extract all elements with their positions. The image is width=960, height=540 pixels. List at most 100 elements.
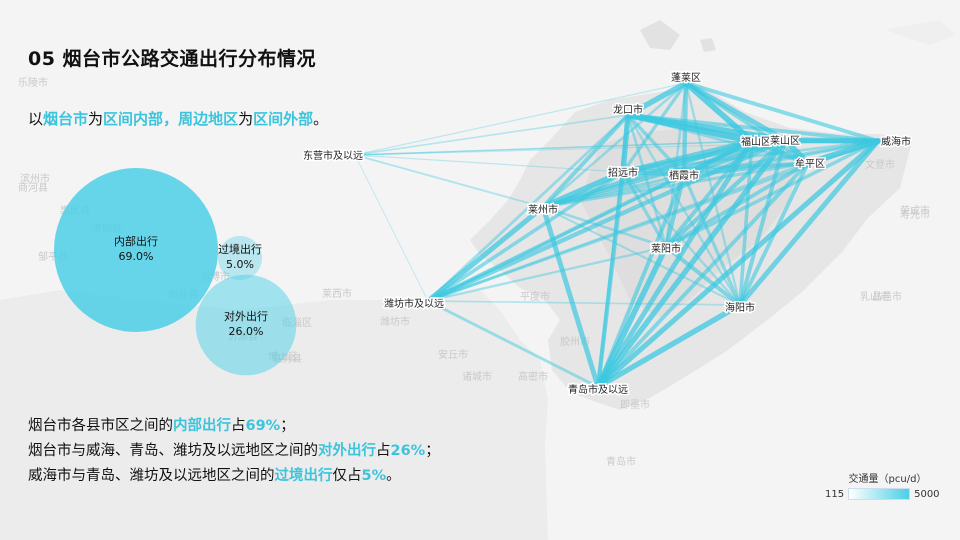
flow-line xyxy=(664,161,810,249)
flow-node-label: 招远市 xyxy=(608,166,638,179)
summary-notes: 烟台市各县市区之间的内部出行占69%； 烟台市与威海、青岛、潍坊及以远地区之间的… xyxy=(28,414,440,489)
flow-line xyxy=(621,170,742,307)
map-place-label: 商河县 xyxy=(18,181,48,194)
subtitle-highlight: 烟台市 xyxy=(43,110,89,128)
legend-scale: 115 5000 xyxy=(825,488,950,500)
bubble xyxy=(195,274,297,376)
flow-line xyxy=(620,169,687,178)
map-place-label: 安丘市 xyxy=(438,348,468,361)
subtitle-highlight: 周边地区 xyxy=(178,110,239,128)
flow-node-label-halo: 福山区 xyxy=(741,135,771,148)
note-line: 烟台市与威海、青岛、潍坊及以远地区之间的对外出行占26%； xyxy=(28,439,440,464)
flow-line xyxy=(354,154,624,173)
flow-line xyxy=(541,205,668,249)
flow-line xyxy=(682,139,880,177)
flow-line xyxy=(626,113,742,307)
flow-node-label-halo: 莱州市 xyxy=(528,203,558,216)
flow-line xyxy=(541,161,810,209)
subtitle-text: 为 xyxy=(88,110,104,128)
note-text: 仅占 xyxy=(332,468,362,484)
flow-line xyxy=(626,113,668,249)
flow-lines xyxy=(354,80,881,390)
bubble-label: 过境出行 xyxy=(218,242,262,256)
flow-node-label: 莱州市 xyxy=(528,203,558,216)
note-highlight: 过境出行 xyxy=(274,468,333,484)
flow-line xyxy=(541,205,742,307)
flow-line xyxy=(540,204,601,390)
flow-node-label-halo: 青岛市及以远 xyxy=(568,383,628,396)
flow-line xyxy=(426,113,630,303)
legend-gradient-bar xyxy=(848,488,911,500)
flow-line xyxy=(595,169,626,390)
note-text: 烟台市与威海、青岛、潍坊及以远地区之间的 xyxy=(28,443,318,459)
note-text: 。 xyxy=(386,468,401,484)
subtitle: 以烟台市为区间内部，周边地区为区间外部。 xyxy=(28,108,328,129)
flow-node-label-halo: 潍坊市及以远 xyxy=(384,297,444,310)
flow-line xyxy=(426,170,625,303)
flow-line xyxy=(354,154,429,302)
bubble-chart: 内部出行 69.0% 过境出行 5.0% 对外出行 26.0% xyxy=(54,168,297,376)
flow-line xyxy=(426,245,668,303)
flow-node-label: 福山区 xyxy=(741,135,771,148)
map-place-label: 即墨市 xyxy=(620,398,650,411)
note-text: 烟台市各县市区之间的 xyxy=(28,418,173,434)
flow-line xyxy=(782,137,881,144)
flow-line xyxy=(540,169,626,210)
note-text: ； xyxy=(280,418,295,434)
flow-line xyxy=(354,114,629,156)
flow-line xyxy=(595,138,755,390)
flow-line xyxy=(664,139,880,249)
flow-line xyxy=(427,300,741,306)
subtitle-text: 。 xyxy=(313,110,329,128)
flow-line xyxy=(737,138,881,308)
map-place-label: 文登市 xyxy=(865,158,895,171)
note-text: 占 xyxy=(376,443,391,459)
note-text: 占 xyxy=(231,418,246,434)
flow-node-label-halo: 莱山区 xyxy=(770,135,800,147)
flow-line xyxy=(595,244,669,390)
flow-node-label-halo: 东营市及以远 xyxy=(303,149,363,162)
flow-node-label: 莱山区 xyxy=(770,135,800,147)
legend-min-label: 115 xyxy=(825,488,845,500)
map-place-label: 潍坊市 xyxy=(380,315,410,328)
flow-node-label: 东营市及以远 xyxy=(303,149,363,162)
note-percent: 69% xyxy=(245,418,281,434)
note-line: 威海市与青岛、潍坊及以远地区之间的过境出行仅占5%。 xyxy=(28,464,440,489)
note-highlight: 对外出行 xyxy=(318,443,376,459)
flow-line xyxy=(621,139,880,174)
flow-line xyxy=(354,140,753,156)
flow-line xyxy=(626,113,810,165)
map-place-label: 滨州市 xyxy=(20,172,50,185)
map-place-label: 平度市 xyxy=(520,290,550,303)
bubble-label: 内部出行 xyxy=(114,234,158,248)
flow-node-label: 青岛市及以远 xyxy=(568,383,628,396)
flow-node-label-halo: 牟平区 xyxy=(795,157,825,170)
flow-node-label: 栖霞市 xyxy=(669,169,699,182)
legend-title: 交通量（pcu/d） xyxy=(848,474,927,485)
bubble xyxy=(54,168,218,332)
flow-line xyxy=(426,173,686,303)
map-place-label: 青岛市 xyxy=(606,455,636,468)
subtitle-text: 以 xyxy=(28,110,44,128)
flow-line xyxy=(541,81,688,209)
bubble-value-label: 5.0% xyxy=(226,258,254,271)
subtitle-text: ， xyxy=(163,110,179,128)
flow-line xyxy=(682,173,742,307)
note-line: 烟台市各县市区之间的内部出行占69%； xyxy=(28,414,440,439)
bubble xyxy=(217,235,263,281)
map-place-label: 乐陵市 xyxy=(18,76,48,89)
flow-line xyxy=(595,302,743,390)
note-percent: 5% xyxy=(361,468,387,484)
subtitle-highlight: 区间外部 xyxy=(253,110,314,128)
flow-line xyxy=(621,81,688,174)
flow-line xyxy=(684,81,810,165)
flow-node-label: 海阳市 xyxy=(725,301,755,314)
flow-line xyxy=(782,137,811,166)
note-text: ； xyxy=(425,443,440,459)
flow-line xyxy=(354,139,786,156)
flow-line xyxy=(354,82,687,156)
flow-line xyxy=(426,299,600,389)
